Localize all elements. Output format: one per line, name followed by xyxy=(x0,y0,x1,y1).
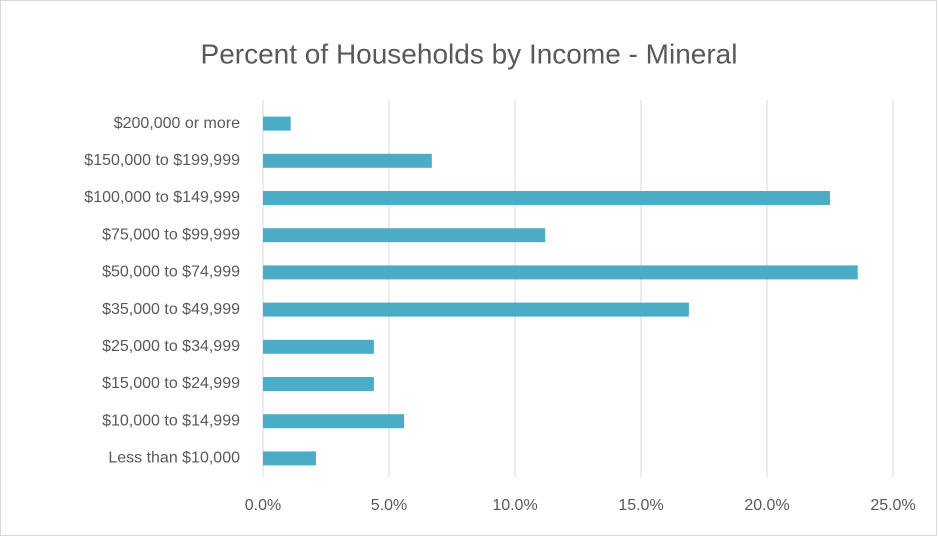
y-tick-label: $15,000 to $24,999 xyxy=(102,375,240,392)
y-tick-label: $50,000 to $74,999 xyxy=(102,264,240,281)
x-tick-label: 15.0% xyxy=(618,497,663,514)
bar xyxy=(263,377,374,391)
y-tick-label: $200,000 or more xyxy=(114,115,240,132)
y-tick-label: $75,000 to $99,999 xyxy=(102,226,240,243)
chart-title: Percent of Households by Income - Minera… xyxy=(201,38,738,69)
x-tick-label: 0.0% xyxy=(245,497,281,514)
x-tick-label: 10.0% xyxy=(492,497,537,514)
y-tick-label: $150,000 to $199,999 xyxy=(84,152,240,169)
y-tick-label: Less than $10,000 xyxy=(108,450,240,467)
bar xyxy=(263,265,858,280)
bar xyxy=(263,191,830,205)
bar xyxy=(263,414,405,429)
y-tick-label: $10,000 to $14,999 xyxy=(102,412,240,429)
bar xyxy=(263,451,316,466)
y-tick-label: $100,000 to $149,999 xyxy=(84,189,240,206)
bar xyxy=(263,153,432,168)
bar xyxy=(263,228,546,243)
bar xyxy=(263,116,291,131)
x-tick-label: 20.0% xyxy=(744,497,789,514)
x-tick-label: 25.0% xyxy=(870,497,915,514)
bar xyxy=(263,302,689,317)
y-tick-label: $35,000 to $49,999 xyxy=(102,301,240,318)
x-tick-label: 5.0% xyxy=(371,497,407,514)
y-tick-label: $25,000 to $34,999 xyxy=(102,338,240,355)
bar xyxy=(263,339,374,354)
